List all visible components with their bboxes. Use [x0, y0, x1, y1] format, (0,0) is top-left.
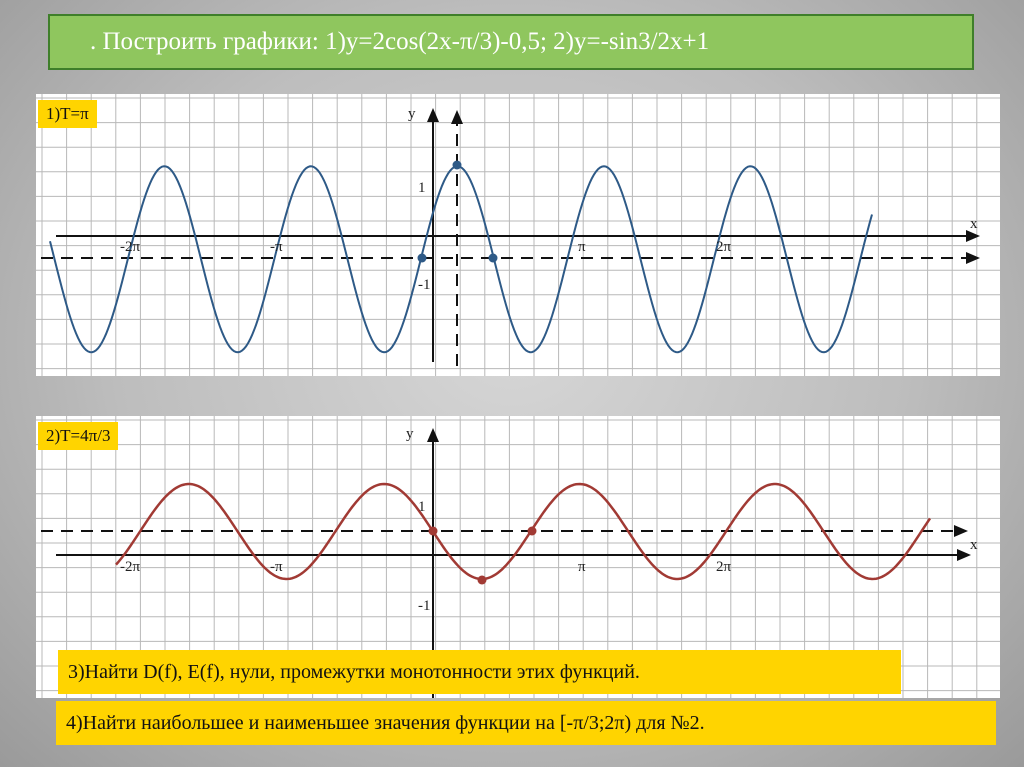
graph-1-point-max	[452, 160, 462, 170]
graph-2-tick-neg-one: -1	[418, 598, 431, 614]
graph-1-tick-negpi: -π	[270, 239, 283, 255]
graph-1-period-tag: 1)T=π	[38, 100, 97, 128]
graph-2-y-label: y	[406, 426, 414, 442]
slide-title: . Построить графики: 1)у=2cos(2x-π/3)-0,…	[48, 14, 974, 70]
graph-1-dashed-y-arrow-icon	[451, 110, 463, 124]
graph-2-point-min	[477, 575, 487, 585]
graph-1-y-arrow-icon	[427, 108, 439, 122]
task-4-text: 4)Найти наибольшее и наименьшее значения…	[56, 701, 996, 745]
graph-2-tick-pi: π	[578, 559, 586, 575]
graph-2-dashed-arrow-icon	[954, 525, 968, 537]
graph-1-point-right	[488, 253, 498, 263]
graph-1-tick-neg-one: -1	[418, 277, 431, 293]
graph-2-point-zero	[527, 526, 537, 536]
graph-2-x-arrow-icon	[957, 549, 971, 561]
graph-2-period-tag: 2)T=4π/3	[38, 422, 119, 450]
graph-1-curve	[49, 165, 873, 354]
graph-1-tick-2pi: 2π	[716, 239, 732, 255]
graph-1-point-left	[417, 253, 427, 263]
graph-1-x-arrow-icon	[966, 230, 980, 242]
graph-2-curve	[115, 482, 932, 581]
graph-1-panel: y x -2π -π π 2π 1 -1	[36, 94, 1000, 376]
graph-2-y-arrow-icon	[427, 428, 439, 442]
graph-1-tick-pi: π	[578, 239, 586, 255]
graph-1-svg: y x -2π -π π 2π 1 -1	[36, 94, 1000, 376]
graph-2-tick-neg2pi: -2π	[120, 559, 140, 575]
graph-1-dashed-arrow-icon	[966, 252, 980, 264]
graph-1-y-label: y	[408, 106, 416, 122]
graph-2-tick-2pi: 2π	[716, 559, 732, 575]
graph-2-point-start	[428, 526, 438, 536]
graph-1-tick-neg2pi: -2π	[120, 239, 140, 255]
graph-1-tick-one: 1	[418, 180, 426, 196]
graph-2-tick-one: 1	[418, 499, 426, 515]
graph-2-x-label: x	[970, 537, 978, 553]
graph-2-tick-negpi: -π	[270, 559, 283, 575]
graph-1-x-label: x	[970, 216, 978, 232]
task-3-text: 3)Найти D(f), E(f), нули, промежутки мон…	[58, 650, 901, 694]
